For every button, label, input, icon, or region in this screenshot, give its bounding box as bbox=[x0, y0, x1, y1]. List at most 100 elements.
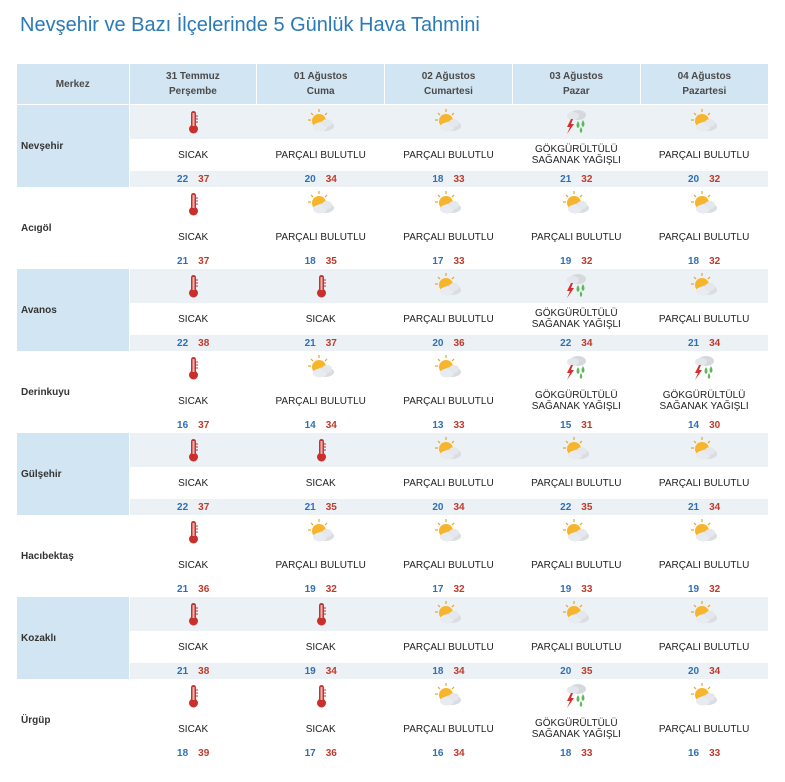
description-line: SAĞANAK YAĞIŞLI bbox=[531, 319, 621, 330]
weather-icon-cell bbox=[512, 187, 641, 221]
low-temperature: 18 bbox=[687, 255, 700, 267]
weather-description: SICAK bbox=[256, 303, 385, 335]
high-temperature: 34 bbox=[453, 501, 465, 513]
weather-icon-cell bbox=[129, 187, 257, 221]
low-temperature: 17 bbox=[432, 255, 444, 267]
weather-description: SICAK bbox=[256, 713, 385, 745]
row-temperatures: 22 38 21 37 20 36 22 34 21 34 bbox=[17, 335, 768, 351]
temperature-cell: 20 32 bbox=[640, 171, 768, 187]
temperature-cell: 21 32 bbox=[512, 171, 641, 187]
forecast-body: Nevşehir SICAK PARÇALI BULUTLU PARÇALI BULU… bbox=[17, 104, 768, 761]
row-icons: Hacıbektaş bbox=[17, 515, 768, 597]
row-temperatures: 21 36 19 32 17 32 19 33 19 32 bbox=[17, 581, 768, 597]
day-weekday: Pazartesi bbox=[682, 86, 727, 97]
city-name: Derinkuyu bbox=[17, 351, 130, 433]
weather-icon-cell bbox=[256, 104, 385, 139]
weather-icon-cell bbox=[640, 433, 768, 467]
high-temperature: 34 bbox=[325, 173, 337, 185]
description-line: PARÇALI BULUTLU bbox=[403, 559, 494, 571]
day-weekday: Cuma bbox=[306, 86, 335, 97]
description-line: SAĞANAK YAĞIŞLI bbox=[659, 401, 749, 412]
high-temperature: 34 bbox=[325, 665, 337, 677]
city-name: Kozaklı bbox=[17, 597, 130, 679]
low-temperature: 22 bbox=[177, 337, 189, 349]
description-line: SICAK bbox=[178, 723, 209, 735]
low-temperature: 21 bbox=[304, 337, 316, 349]
partly-cloudy-icon bbox=[689, 681, 719, 711]
weather-icon-cell bbox=[256, 269, 385, 303]
description-line: SICAK bbox=[178, 313, 209, 325]
weather-icon-cell bbox=[384, 515, 513, 549]
low-temperature: 18 bbox=[304, 255, 316, 267]
row-icons: Kozaklı bbox=[17, 597, 768, 679]
city-name: Gülşehir bbox=[17, 433, 130, 515]
description-line: PARÇALI BULUTLU bbox=[275, 395, 366, 407]
high-temperature: 37 bbox=[198, 173, 210, 185]
weather-icon-cell bbox=[640, 515, 768, 549]
row-temperatures: 22 37 21 35 20 34 22 35 21 34 bbox=[17, 499, 768, 515]
thunderstorm-icon bbox=[561, 681, 591, 711]
temperature-cell: 22 35 bbox=[512, 499, 641, 515]
temperature-cell: 17 32 bbox=[384, 581, 513, 597]
weather-description: PARÇALI BULUTLU bbox=[512, 631, 641, 663]
low-temperature: 20 bbox=[304, 173, 316, 185]
city-name: Hacıbektaş bbox=[17, 515, 130, 597]
partly-cloudy-icon bbox=[306, 353, 336, 383]
partly-cloudy-icon bbox=[689, 435, 719, 465]
weather-icon-cell bbox=[129, 597, 257, 631]
weather-description: PARÇALI BULUTLU bbox=[256, 549, 385, 581]
low-temperature: 19 bbox=[560, 583, 572, 595]
weather-icon-cell bbox=[640, 597, 768, 631]
high-temperature: 32 bbox=[581, 173, 593, 185]
forecast-table: Merkez 31 Temmuz Perşembe 01 Ağustos Cuma … bbox=[17, 64, 768, 761]
high-temperature: 34 bbox=[453, 747, 465, 759]
low-temperature: 21 bbox=[177, 255, 189, 267]
weather-description: SICAK bbox=[129, 303, 257, 335]
temperature-cell: 21 38 bbox=[129, 663, 257, 679]
weather-description: GÖKGÜRÜLTÜLÜ SAĞANAK YAĞIŞLI bbox=[512, 385, 641, 417]
weather-icon-cell bbox=[640, 187, 768, 221]
high-temperature: 39 bbox=[198, 747, 210, 759]
low-temperature: 20 bbox=[432, 337, 444, 349]
city-name: Avanos bbox=[17, 269, 130, 351]
weather-description: SICAK bbox=[129, 631, 257, 663]
low-temperature: 21 bbox=[560, 173, 572, 185]
weather-description: PARÇALI BULUTLU bbox=[256, 221, 385, 253]
low-temperature: 16 bbox=[432, 747, 444, 759]
day-date: 02 Ağustos bbox=[421, 71, 476, 82]
weather-description: PARÇALI BULUTLU bbox=[640, 631, 768, 663]
description-line: PARÇALI BULUTLU bbox=[275, 149, 366, 161]
temperature-cell: 20 36 bbox=[384, 335, 513, 351]
day-weekday: Cumartesi bbox=[424, 86, 473, 97]
row-temperatures: 22 37 20 34 18 33 21 32 20 32 bbox=[17, 171, 768, 187]
low-temperature: 18 bbox=[177, 747, 189, 759]
high-temperature: 37 bbox=[325, 337, 337, 349]
row-icons: Ürgüp bbox=[17, 679, 768, 761]
high-temperature: 35 bbox=[325, 255, 337, 267]
low-temperature: 21 bbox=[687, 337, 700, 349]
description-line: PARÇALI BULUTLU bbox=[658, 477, 750, 489]
thermometer-icon bbox=[178, 681, 208, 711]
weather-icon-cell bbox=[512, 351, 641, 385]
high-temperature: 34 bbox=[709, 337, 721, 349]
weather-icon-cell bbox=[256, 187, 385, 221]
thermometer-icon bbox=[306, 271, 336, 301]
row-descriptions: SICAK PARÇALI BULUTLU PARÇALI BULUTLU PARÇA… bbox=[17, 549, 768, 581]
weather-description: PARÇALI BULUTLU bbox=[384, 385, 513, 417]
partly-cloudy-icon bbox=[433, 599, 463, 629]
thermometer-icon bbox=[178, 435, 208, 465]
weather-description: PARÇALI BULUTLU bbox=[384, 303, 513, 335]
forecast-header: Merkez 31 Temmuz Perşembe 01 Ağustos Cuma … bbox=[17, 64, 768, 105]
high-temperature: 30 bbox=[709, 419, 721, 431]
thunderstorm-icon bbox=[561, 107, 591, 137]
weather-icon-cell bbox=[129, 515, 257, 549]
low-temperature: 22 bbox=[560, 337, 572, 349]
low-temperature: 19 bbox=[304, 583, 316, 595]
description-line: PARÇALI BULUTLU bbox=[275, 559, 366, 571]
weather-icon-cell bbox=[384, 433, 513, 467]
partly-cloudy-icon bbox=[689, 271, 719, 301]
weather-icon-cell bbox=[129, 351, 257, 385]
weather-description: SICAK bbox=[129, 713, 257, 745]
low-temperature: 17 bbox=[304, 747, 316, 759]
high-temperature: 34 bbox=[325, 419, 337, 431]
